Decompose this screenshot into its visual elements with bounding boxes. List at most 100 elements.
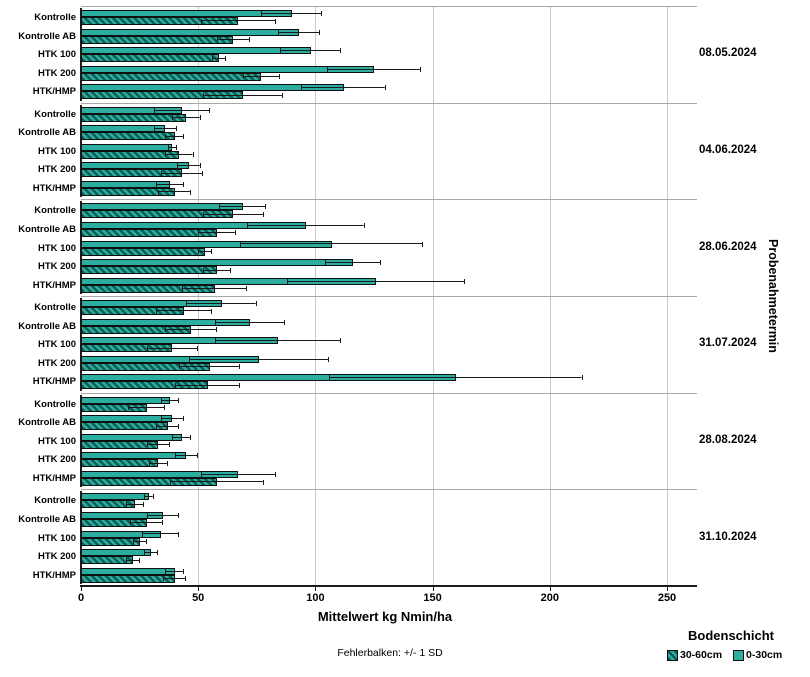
category-label: Kontrolle AB: [18, 417, 76, 429]
error-bar-0-30cm: [146, 512, 180, 518]
error-bar-0-30cm: [240, 241, 424, 247]
error-bar-0-30cm: [247, 222, 365, 228]
x-tick-mark: [81, 587, 82, 591]
error-bar-30-60cm: [202, 92, 283, 98]
panel-separator: [81, 392, 697, 394]
category-label: Kontrolle: [34, 398, 76, 410]
error-bar-0-30cm: [200, 472, 276, 478]
error-bar-30-60cm: [202, 267, 231, 273]
error-bar-30-60cm: [242, 74, 281, 80]
bar-0-30cm: [81, 396, 171, 404]
x-tick-mark: [432, 587, 434, 591]
date-label: 04.06.2024: [699, 144, 757, 156]
error-bar-0-30cm: [280, 48, 342, 54]
error-bar-30-60cm: [172, 115, 201, 121]
bar-30-60cm: [81, 113, 187, 122]
legend-items: 30-60cm 0-30cm: [667, 649, 802, 661]
category-label: HTK 100: [37, 242, 76, 254]
hatched-swatch-icon: [667, 649, 678, 661]
bar-0-30cm: [81, 433, 182, 441]
bar-30-60cm: [81, 72, 262, 81]
x-tick-mark: [198, 587, 200, 591]
error-bar-0-30cm: [156, 182, 185, 188]
category-label: HTK/HMP: [32, 376, 76, 388]
error-bar-0-30cm: [301, 85, 386, 91]
category-label: HTK/HMP: [32, 183, 76, 195]
bar-0-30cm: [81, 493, 149, 501]
category-label: HTK 200: [37, 67, 76, 79]
category-label: Kontrolle AB: [18, 513, 76, 525]
plot-top-border: [81, 6, 697, 7]
category-label: HTK 200: [37, 454, 76, 466]
error-bar-30-60cm: [202, 211, 264, 217]
x-tick-label: 200: [540, 592, 559, 604]
panel-separator: [81, 102, 697, 104]
error-bar-30-60cm: [212, 55, 227, 61]
error-bar-0-30cm: [327, 66, 421, 72]
legend-label-30-60cm: 30-60cm: [680, 649, 723, 661]
error-bar-30-60cm: [125, 501, 145, 507]
category-label: HTK 200: [37, 551, 76, 563]
error-bar-30-60cm: [156, 423, 180, 429]
error-bar-0-30cm: [160, 397, 180, 403]
bar-30-60cm: [81, 537, 140, 546]
category-label: HTK 200: [37, 164, 76, 176]
bar-30-60cm: [81, 247, 206, 256]
category-label: Kontrolle: [34, 302, 76, 313]
x-tick-mark: [315, 587, 317, 591]
error-bar-30-60cm: [156, 308, 213, 314]
panel-separator: [81, 489, 697, 491]
bar-30-60cm: [81, 54, 220, 63]
error-bar-0-30cm: [188, 356, 330, 362]
category-label: Kontrolle: [34, 205, 76, 217]
error-bar-30-60cm: [127, 405, 166, 411]
bar-30-60cm: [81, 422, 168, 431]
error-bar-30-60cm: [170, 479, 264, 485]
x-tick-label: 0: [77, 592, 85, 604]
bar-30-60cm: [81, 459, 159, 468]
category-label: HTK 200: [37, 357, 76, 369]
error-bar-0-30cm: [165, 568, 185, 574]
error-bar-0-30cm: [324, 260, 382, 266]
error-bar-0-30cm: [153, 107, 210, 113]
date-label: 31.07.2024: [699, 337, 757, 350]
error-bar-30-60cm: [216, 37, 250, 43]
error-bar-30-60cm: [198, 249, 213, 255]
category-label: Kontrolle AB: [18, 223, 76, 235]
error-bar-0-30cm: [214, 338, 342, 344]
category-label: HTK/HMP: [32, 473, 76, 485]
error-bar-0-30cm: [141, 531, 180, 537]
bar-0-30cm: [81, 452, 187, 460]
x-axis-title: Mittelwert kg Nmin/ha: [317, 609, 453, 624]
error-bar-0-30cm: [167, 144, 178, 150]
error-bar-30-60cm: [132, 539, 147, 545]
category-label: Kontrolle: [34, 108, 76, 120]
x-axis-line: [80, 585, 697, 587]
x-tick-label: 250: [657, 592, 677, 604]
x-tick-label: 50: [192, 592, 205, 604]
legend-item-0-30cm: 0-30cm: [733, 649, 782, 661]
category-label: HTK 100: [37, 339, 76, 351]
legend-title: Bodenschicht: [688, 628, 774, 643]
error-bar-30-60cm: [158, 189, 192, 195]
error-bar-30-60cm: [130, 520, 164, 526]
error-bar-0-30cm: [219, 204, 267, 210]
error-bar-30-60cm: [146, 442, 171, 448]
x-tick-label: 150: [423, 592, 442, 604]
error-bar-30-60cm: [163, 576, 187, 582]
category-label: Kontrolle AB: [18, 127, 76, 139]
bar-30-60cm: [81, 574, 175, 583]
error-bar-0-30cm: [174, 453, 199, 459]
bar-30-60cm: [81, 266, 217, 275]
error-bar-0-30cm: [214, 319, 285, 325]
panel-separator: [81, 199, 697, 201]
error-bar-0-30cm: [144, 494, 154, 500]
error-bar-0-30cm: [261, 11, 323, 16]
category-label: Kontrolle: [34, 12, 76, 23]
category-label: HTK 100: [37, 145, 76, 157]
category-label: HTK/HMP: [32, 279, 76, 291]
bar-0-30cm: [81, 162, 189, 170]
error-bar-30-60cm: [165, 133, 185, 139]
x-tick-mark: [667, 587, 668, 591]
error-bar-0-30cm: [177, 163, 201, 169]
